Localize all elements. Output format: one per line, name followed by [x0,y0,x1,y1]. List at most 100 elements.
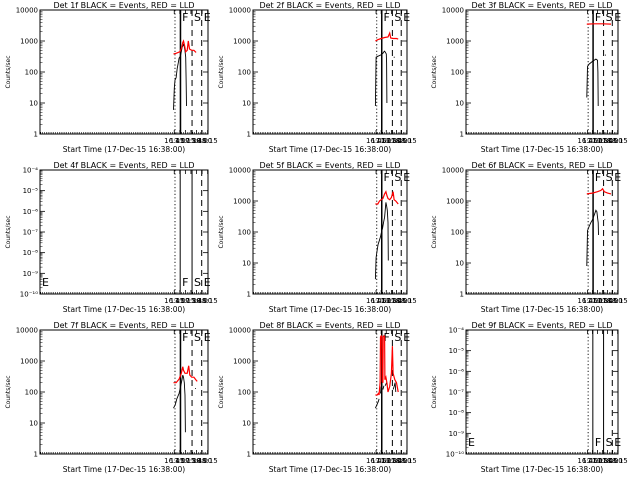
y-tick-label: 10⁻⁴ [449,327,465,335]
x-tick-label: 18:15 [397,297,417,305]
marker-label-E-left: E [468,436,475,449]
y-tick-label: 1 [460,291,464,299]
panel-title: Det 4f BLACK = Events, RED = LLD [53,161,194,170]
y-tick-label: 1 [247,451,251,459]
x-axis-label: Start Time (17-Dec-15 16:38:00) [481,145,603,154]
series-lld-segment-0 [375,334,399,396]
x-tick-label: 18:15 [198,297,218,305]
y-tick-label: 10⁻⁹ [449,430,465,438]
x-axis-label: Start Time (17-Dec-15 16:38:00) [269,465,391,474]
y-tick-label: 10⁻⁵ [23,187,39,195]
marker-label-F: F [182,331,188,344]
x-tick-label: 17:45 [598,137,618,145]
x-tick-label: 17:45 [186,137,206,145]
series-events-segment-0 [586,58,599,107]
plot-frame [465,169,619,295]
x-tick-label: 16:45 [164,137,184,145]
x-tick-label: 17:30 [592,297,612,305]
x-tick-label: 18:00 [192,457,212,465]
series-events-segment-1 [380,386,382,394]
x-tick-label: 16:45 [577,457,597,465]
y-tick-label: 1000 [233,198,251,206]
panel-title: Det 5f BLACK = Events, RED = LLD [259,161,400,170]
x-tick-label: 16:45 [366,137,386,145]
x-tick-label: 16:45 [164,297,184,305]
x-tick-label: 17:00 [582,457,602,465]
panel-title: Det 1f BLACK = Events, RED = LLD [53,1,194,10]
y-axis-label: Counts/sec [5,215,12,248]
y-tick-label: 1 [247,131,251,139]
detector-panel-8: Det 8f BLACK = Events, RED = LLD 16:4517:… [218,321,417,474]
y-tick-label: 1000 [20,38,38,46]
x-tick-label: 18:00 [391,137,411,145]
x-tick-label: 17:00 [582,137,602,145]
series-events-segment-4 [392,382,397,393]
y-tick-label: 100 [238,389,251,397]
marker-label-S: S [194,11,201,24]
y-tick-label: 10 [455,100,464,108]
x-tick-label: 18:00 [391,297,411,305]
y-tick-label: 10⁻⁶ [449,368,465,376]
x-tick-label: 17:30 [181,457,201,465]
x-tick-label: 17:30 [181,297,201,305]
detector-panel-1: Det 1f BLACK = Events, RED = LLD 16:4517:… [5,1,218,154]
marker-label-F: F [595,436,601,449]
y-tick-label: 100 [451,229,464,237]
y-tick-label: 10 [242,100,251,108]
x-tick-label: 18:15 [397,137,417,145]
series-lld-segment-0 [173,365,198,384]
series-lld-segment-0 [586,187,612,195]
marker-label-S: S [606,11,613,24]
x-tick-label: 18:15 [198,137,218,145]
panel-title: Det 6f BLACK = Events, RED = LLD [471,161,612,170]
y-tick-label: 10000 [442,7,464,15]
x-tick-label: 17:00 [371,297,391,305]
x-tick-label: 17:45 [598,457,618,465]
detector-panel-9: Det 9f BLACK = Events, RED = LLD 16:4517:… [431,321,628,474]
y-tick-label: 10000 [16,7,38,15]
panel-title: Det 3f BLACK = Events, RED = LLD [471,1,612,10]
series-events-segment-0 [374,202,389,280]
plot-frame [252,9,408,135]
x-tick-label: 18:00 [192,297,212,305]
detector-panel-6: Det 6f BLACK = Events, RED = LLD 16:4517:… [431,161,628,314]
marker-label-E: E [204,331,211,344]
marker-label-S: S [394,11,401,24]
marker-label-F: F [384,331,390,344]
x-tick-label: 17:30 [381,297,401,305]
y-tick-label: 10⁻⁷ [23,229,39,237]
x-tick-label: 17:15 [376,297,396,305]
y-tick-label: 10⁻⁸ [23,249,39,257]
y-axis-label: Counts/sec [431,215,438,248]
x-tick-label: 17:30 [592,457,612,465]
panel-title: Det 9f BLACK = Events, RED = LLD [471,321,612,330]
x-axis-label: Start Time (17-Dec-15 16:38:00) [63,465,185,474]
marker-label-E-left: E [42,276,49,289]
y-tick-label: 1000 [233,38,251,46]
y-tick-label: 100 [25,69,38,77]
x-tick-label: 17:00 [170,457,190,465]
x-tick-label: 17:15 [376,457,396,465]
x-tick-label: 17:15 [175,137,195,145]
y-tick-label: 10000 [229,327,251,335]
x-tick-label: 16:45 [366,457,386,465]
series-events-segment-0 [586,209,599,267]
y-tick-label: 10⁻¹⁰ [20,291,38,299]
x-tick-label: 18:00 [603,457,623,465]
y-tick-label: 10⁻⁵ [449,347,465,355]
x-tick-label: 17:15 [587,297,607,305]
y-tick-label: 10 [29,100,38,108]
y-tick-label: 1000 [20,358,38,366]
x-axis-label: Start Time (17-Dec-15 16:38:00) [269,305,391,314]
x-tick-label: 16:45 [577,137,597,145]
plot-frame [39,169,209,295]
y-tick-label: 10⁻⁴ [23,167,39,175]
x-tick-label: 17:00 [582,297,602,305]
x-tick-label: 17:45 [386,297,406,305]
x-axis-label: Start Time (17-Dec-15 16:38:00) [63,305,185,314]
y-tick-label: 10000 [229,167,251,175]
x-tick-label: 17:45 [386,137,406,145]
series-events-segment-0 [374,398,380,409]
y-axis-label: Counts/sec [218,55,225,88]
marker-label-S: S [606,436,613,449]
